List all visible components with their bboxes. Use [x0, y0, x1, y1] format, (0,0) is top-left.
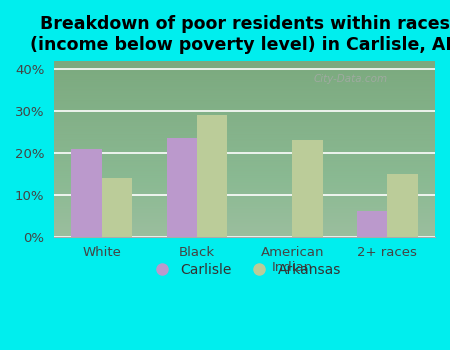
Bar [357, 211, 387, 237]
Bar [102, 178, 132, 237]
Title: Breakdown of poor residents within races
(income below poverty level) in Carlisl: Breakdown of poor residents within races… [30, 15, 450, 54]
Bar [292, 140, 323, 237]
Bar [387, 174, 418, 237]
Text: City-Data.com: City-Data.com [313, 74, 387, 84]
Bar [72, 149, 102, 237]
Legend: Carlisle, Arkansas: Carlisle, Arkansas [143, 257, 346, 282]
Bar [197, 115, 228, 237]
Bar [166, 138, 197, 237]
